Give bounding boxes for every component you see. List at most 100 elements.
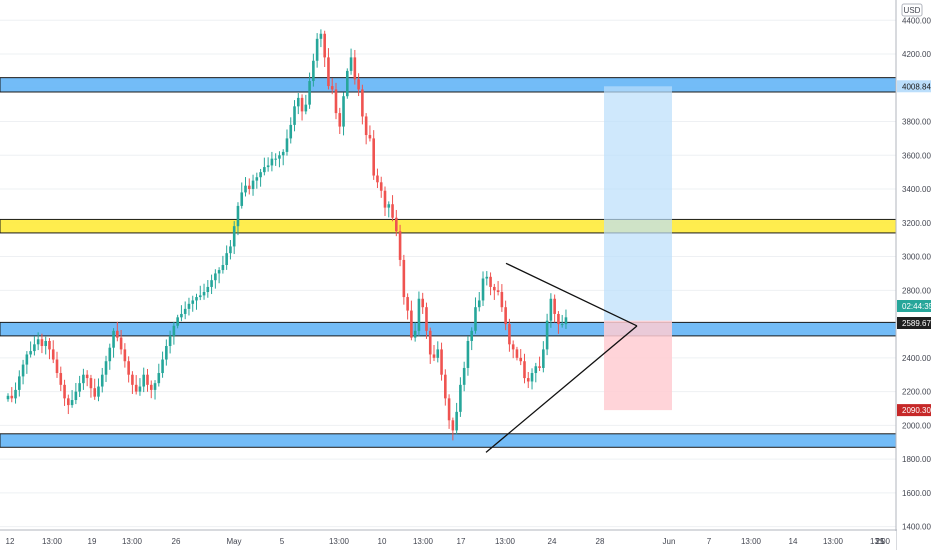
candle-body — [172, 325, 176, 336]
candle-body — [44, 340, 47, 347]
candle-body — [263, 167, 266, 173]
candle-body — [168, 335, 172, 347]
candle-body — [123, 349, 127, 362]
candle-body — [342, 96, 345, 127]
candle-body — [89, 378, 93, 389]
candle-body — [278, 155, 281, 159]
x-tick-label: 10 — [378, 537, 387, 546]
x-tick-label: Jun — [663, 537, 676, 546]
candle-body — [165, 346, 168, 360]
candle-body — [538, 366, 541, 368]
candle-body — [232, 226, 236, 247]
candle-body — [330, 86, 334, 90]
candle-body — [21, 364, 25, 377]
candle-body — [312, 60, 315, 82]
x-tick-label: 14 — [789, 537, 798, 546]
candle-body — [127, 361, 130, 375]
candle-body — [274, 158, 277, 160]
candle-body — [523, 361, 526, 379]
candle-body — [564, 317, 568, 325]
triangle-lower-line[interactable] — [485, 325, 638, 453]
zone-resistance-middle[interactable] — [0, 218, 897, 234]
zone-support-lower[interactable] — [0, 433, 897, 448]
x-tick-label: 13:00 — [122, 537, 143, 546]
candle-body — [229, 246, 232, 254]
candle-body — [214, 273, 217, 281]
candle-body — [104, 361, 108, 375]
triangle-upper-line[interactable] — [505, 262, 638, 327]
current-price-label-bg — [897, 317, 931, 329]
candle-body — [240, 192, 244, 206]
candle-body — [119, 337, 123, 350]
candle-body — [176, 317, 179, 326]
x-tick-label: 13:00 — [823, 537, 844, 546]
candle-body — [304, 104, 308, 112]
candle-body — [63, 384, 66, 399]
x-tick-label: 12 — [6, 537, 15, 546]
target-price-label-bg — [897, 80, 931, 93]
candle-body — [357, 79, 360, 90]
currency-box[interactable] — [901, 3, 923, 17]
candle-body — [153, 383, 157, 390]
time-axis-background — [0, 531, 896, 550]
candle-body — [296, 97, 300, 107]
candle-body — [270, 158, 274, 166]
candle-body — [428, 330, 432, 355]
candle-body — [462, 367, 466, 385]
candle-body — [217, 270, 221, 274]
candle-body — [308, 81, 311, 105]
candle-body — [451, 420, 455, 431]
candle-body — [33, 344, 36, 352]
candle-body — [553, 298, 556, 314]
candle-body — [225, 253, 228, 265]
candle-body — [349, 57, 353, 71]
candle-body — [470, 330, 474, 341]
candle-body — [210, 280, 213, 287]
candle-body — [545, 320, 549, 350]
candle-body — [74, 391, 78, 401]
y-tick-label: 3800.00 — [902, 118, 931, 127]
candle-body — [134, 384, 138, 392]
zone-resistance-upper[interactable] — [0, 77, 897, 93]
countdown-label-bg — [897, 300, 931, 312]
position-loss-zone[interactable] — [604, 320, 672, 411]
candle-body — [477, 300, 481, 308]
candle-body — [149, 384, 153, 390]
candle-body — [82, 374, 85, 384]
candle-body — [255, 177, 259, 181]
y-tick-label: 1600.00 — [902, 489, 931, 498]
candle-body — [195, 297, 198, 301]
candle-body — [281, 151, 285, 156]
candle-body — [334, 89, 338, 114]
candle-body — [289, 124, 293, 139]
candle-body — [85, 374, 89, 379]
candle-body — [161, 359, 164, 374]
candle-body — [440, 349, 443, 375]
candle-body — [368, 135, 372, 139]
candle-body — [508, 324, 511, 345]
candle-body — [78, 383, 81, 392]
zone-support-upper[interactable] — [0, 321, 897, 337]
candle-body — [511, 344, 515, 350]
y-tick-label: 1400.00 — [902, 523, 931, 532]
candle-body — [436, 349, 440, 358]
candle-body — [236, 205, 240, 227]
currency-label: USD — [904, 6, 921, 15]
y-tick-label: 4200.00 — [902, 50, 931, 59]
x-tick-label: 28 — [596, 537, 605, 546]
y-tick-label: 2800.00 — [902, 286, 931, 295]
position-profit-zone[interactable] — [604, 86, 672, 321]
stop-price-label: 2090.30 — [902, 406, 931, 415]
candle-body — [14, 389, 17, 399]
stop-price-label-bg — [897, 404, 931, 417]
candle-body — [493, 286, 496, 291]
candle-body — [489, 276, 492, 287]
candle-body — [6, 395, 10, 400]
candle-body — [515, 349, 519, 358]
candle-body — [67, 398, 70, 406]
candle-body — [549, 298, 553, 321]
candle-body — [425, 307, 428, 331]
candle-body — [542, 349, 545, 368]
x-tick-label: 19 — [88, 537, 97, 546]
